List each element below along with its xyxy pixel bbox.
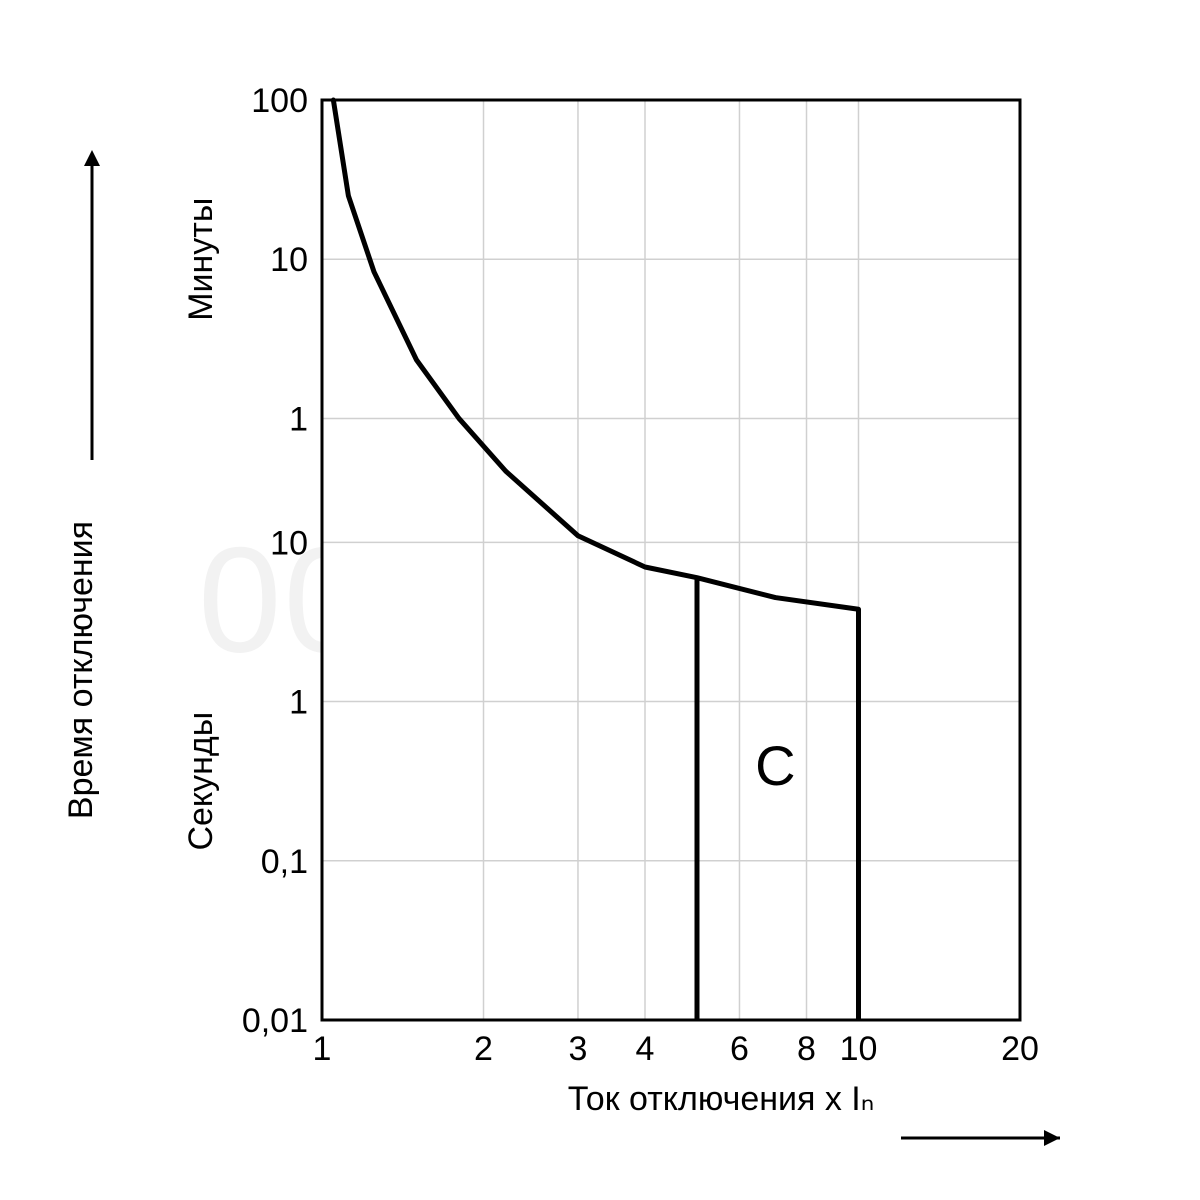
x-axis-label: Ток отключения x Iₙ xyxy=(568,1080,875,1118)
y-tick-label: 10 xyxy=(270,241,308,279)
x-tick-label: 1 xyxy=(313,1030,332,1068)
x-tick-label: 3 xyxy=(569,1030,588,1068)
x-tick-label: 10 xyxy=(840,1030,878,1068)
y-minutes-label: Минуты xyxy=(182,198,220,321)
y-tick-label: 10 xyxy=(270,524,308,562)
y-tick-label: 0,1 xyxy=(261,843,308,881)
y-tick-label: 100 xyxy=(251,82,308,120)
chart-container: 001.com.ua C12346810200,010,1110110100То… xyxy=(0,0,1200,1200)
x-tick-label: 6 xyxy=(730,1030,749,1068)
y-tick-label: 1 xyxy=(289,400,308,438)
y-tick-label: 1 xyxy=(289,684,308,722)
x-tick-label: 20 xyxy=(1001,1030,1039,1068)
x-tick-label: 8 xyxy=(797,1030,816,1068)
region-label: C xyxy=(755,734,795,797)
y-seconds-label: Секунды xyxy=(182,712,220,851)
x-tick-label: 4 xyxy=(636,1030,655,1068)
y-axis-label: Время отключения xyxy=(62,521,100,819)
x-tick-label: 2 xyxy=(474,1030,493,1068)
y-tick-label: 0,01 xyxy=(242,1002,308,1040)
trip-curve-chart: C 1 2 3 4 6 8 10 20 0,01 0,1 1 10 1 10 100 Ток отключени… xyxy=(0,0,1200,1200)
